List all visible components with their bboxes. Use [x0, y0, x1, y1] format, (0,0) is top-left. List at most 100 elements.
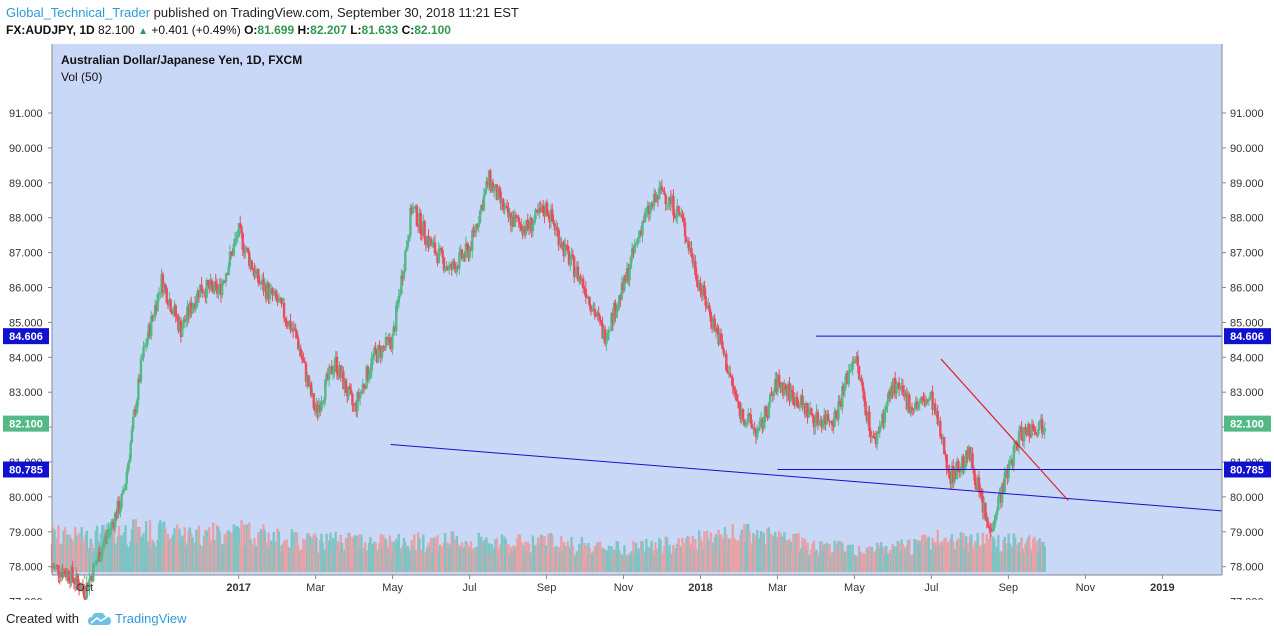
volume-bar: [199, 544, 202, 572]
candle-body: [602, 329, 606, 339]
volume-bar: [979, 547, 982, 572]
candle-body: [298, 348, 301, 350]
volume-bar: [623, 545, 626, 572]
price-level-tag-bg-left: [3, 328, 49, 345]
candle-body: [865, 415, 869, 422]
volume-bar: [489, 551, 492, 572]
candle-body: [609, 329, 612, 331]
volume-bar: [986, 544, 990, 572]
volume-bar: [875, 542, 879, 572]
candle-body: [119, 507, 122, 513]
volume-bar: [74, 526, 77, 572]
volume-bar: [624, 557, 627, 572]
candle-body: [384, 336, 388, 348]
candle-body: [801, 395, 804, 405]
volume-bar: [763, 544, 767, 572]
volume-bar: [605, 549, 608, 572]
volume-bar: [369, 536, 372, 572]
candle-body: [217, 289, 220, 294]
volume-bar: [162, 521, 166, 572]
volume-bar: [422, 534, 425, 572]
price-chart[interactable]: 77.00077.00078.00078.00079.00079.00080.0…: [0, 44, 1274, 609]
volume-bar: [758, 537, 762, 572]
volume-bar: [94, 530, 98, 572]
candle-body: [406, 241, 410, 248]
y-tick-label-left: 90.000: [9, 143, 43, 155]
candle-body: [306, 375, 309, 382]
candle-body: [606, 332, 609, 341]
volume-bar: [244, 545, 247, 572]
volume-bar: [1034, 543, 1037, 572]
volume-bar: [832, 552, 835, 572]
volume-bar: [823, 544, 826, 572]
volume-bar: [143, 544, 147, 572]
candle-body: [763, 406, 767, 423]
candle-body: [534, 209, 537, 220]
volume-bar: [459, 545, 462, 572]
y-tick-label-left: 79.000: [9, 527, 43, 539]
volume-bar: [447, 548, 451, 572]
author-link[interactable]: Global_Technical_Trader: [6, 5, 151, 20]
candle-body: [133, 409, 136, 417]
candle-body: [601, 323, 604, 339]
candle-body: [723, 353, 727, 355]
last-price-tag-left: 82.100: [9, 419, 43, 431]
candle-body: [649, 206, 652, 215]
volume-bar: [565, 549, 568, 572]
volume-bar: [511, 552, 514, 572]
candle-body: [143, 345, 147, 347]
volume-bar: [1031, 538, 1035, 572]
candle-body: [516, 217, 519, 219]
candle-body: [598, 316, 602, 321]
volume-bar: [1028, 535, 1031, 572]
volume-bar: [674, 548, 678, 572]
volume-bar: [897, 542, 901, 572]
volume-bar: [416, 532, 420, 572]
volume-bar: [144, 521, 148, 572]
volume-bar: [317, 552, 321, 572]
candle-body: [374, 347, 377, 352]
candle-body: [952, 466, 955, 483]
candle-body: [444, 268, 447, 271]
candle-body: [478, 210, 482, 224]
volume-bar: [973, 541, 977, 572]
volume-bar: [814, 551, 817, 572]
volume-bar: [802, 546, 805, 572]
volume-bar: [647, 552, 651, 572]
candle-body: [255, 269, 259, 272]
volume-bar: [444, 532, 447, 572]
candle-body: [924, 399, 928, 406]
volume-bar: [458, 549, 461, 572]
candle-body: [761, 419, 764, 429]
publish-line: Global_Technical_Trader published on Tra…: [6, 5, 519, 20]
volume-bar: [642, 553, 645, 572]
volume-bar: [307, 532, 310, 572]
candle-body: [980, 492, 983, 497]
volume-bar: [993, 539, 996, 572]
volume-bar: [712, 542, 715, 572]
candle-body: [544, 202, 548, 216]
candle-body: [860, 378, 863, 383]
volume-bar: [718, 537, 722, 572]
candle-body: [824, 414, 827, 425]
candle-body: [324, 379, 327, 400]
candle-body: [464, 243, 468, 258]
volume-bar: [1025, 541, 1028, 572]
candle-body: [169, 299, 172, 312]
candle-body: [186, 306, 189, 320]
candle-body: [112, 521, 116, 528]
volume-bar: [513, 548, 517, 572]
candle-body: [953, 469, 956, 483]
chart-area[interactable]: 77.00077.00078.00078.00079.00079.00080.0…: [0, 44, 1274, 609]
volume-bar: [161, 547, 165, 572]
candle-body: [645, 211, 648, 213]
candle-body: [803, 403, 807, 415]
candle-body: [538, 207, 541, 214]
candle-body: [535, 209, 538, 211]
candle-body: [344, 379, 348, 393]
candle-body: [864, 400, 867, 416]
candle-body: [1030, 424, 1034, 436]
candle-body: [71, 567, 74, 579]
tradingview-link[interactable]: TradingView: [88, 611, 187, 626]
candle-body: [366, 366, 370, 380]
